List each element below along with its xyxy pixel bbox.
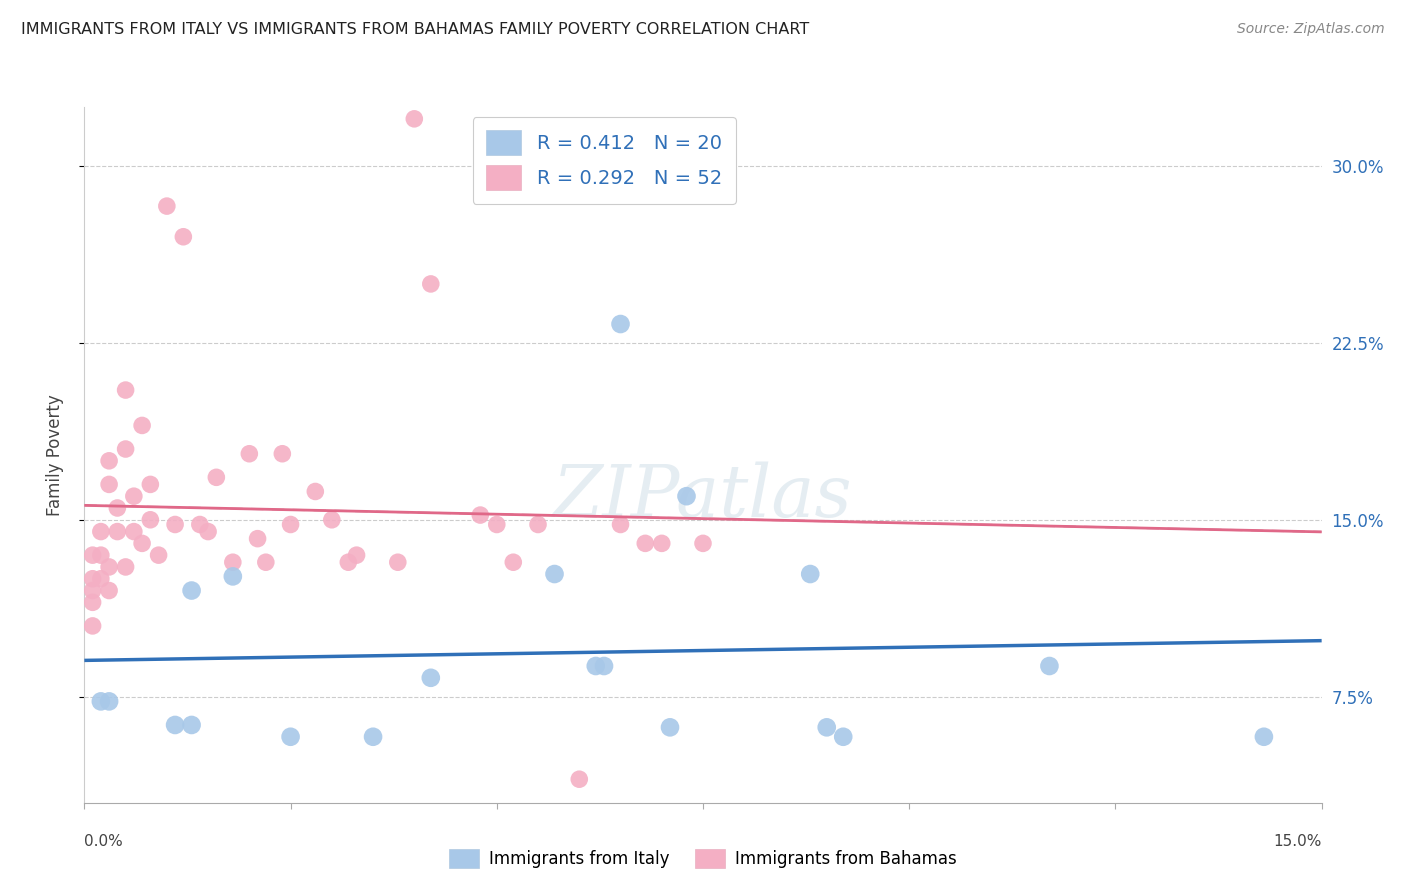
Point <box>156 199 179 213</box>
Point <box>114 442 136 456</box>
Point <box>90 548 112 562</box>
Point <box>502 555 524 569</box>
Point <box>280 517 302 532</box>
Point <box>82 572 104 586</box>
Point <box>90 524 112 539</box>
Point <box>82 583 104 598</box>
Point <box>90 572 112 586</box>
Point <box>122 524 145 539</box>
Point <box>222 569 245 583</box>
Point <box>90 694 112 708</box>
Point <box>98 694 121 708</box>
Point <box>1038 659 1060 673</box>
Point <box>609 317 631 331</box>
Point <box>254 555 277 569</box>
Text: IMMIGRANTS FROM ITALY VS IMMIGRANTS FROM BAHAMAS FAMILY POVERTY CORRELATION CHAR: IMMIGRANTS FROM ITALY VS IMMIGRANTS FROM… <box>21 22 810 37</box>
Point <box>131 418 153 433</box>
Point <box>799 567 821 582</box>
Point <box>82 619 104 633</box>
Point <box>593 659 616 673</box>
Point <box>197 524 219 539</box>
Point <box>361 730 384 744</box>
Point <box>337 555 360 569</box>
Point <box>419 671 441 685</box>
Point <box>222 555 245 569</box>
Point <box>139 477 162 491</box>
Point <box>387 555 409 569</box>
Point <box>651 536 673 550</box>
Text: 0.0%: 0.0% <box>84 834 124 849</box>
Point <box>543 567 565 582</box>
Text: Source: ZipAtlas.com: Source: ZipAtlas.com <box>1237 22 1385 37</box>
Point <box>238 447 260 461</box>
Point <box>485 517 508 532</box>
Point <box>246 532 269 546</box>
Point <box>148 548 170 562</box>
Point <box>304 484 326 499</box>
Point <box>180 583 202 598</box>
Text: 15.0%: 15.0% <box>1274 834 1322 849</box>
Point <box>346 548 368 562</box>
Point <box>82 548 104 562</box>
Point <box>165 517 187 532</box>
Point <box>172 229 194 244</box>
Point <box>692 536 714 550</box>
Point <box>188 517 211 532</box>
Point <box>321 513 343 527</box>
Point <box>98 560 121 574</box>
Point <box>280 730 302 744</box>
Point <box>585 659 607 673</box>
Point <box>180 718 202 732</box>
Point <box>114 560 136 574</box>
Point <box>105 500 128 515</box>
Point <box>271 447 294 461</box>
Point <box>659 720 682 734</box>
Point <box>98 477 121 491</box>
Point <box>98 583 121 598</box>
Legend: Immigrants from Italy, Immigrants from Bahamas: Immigrants from Italy, Immigrants from B… <box>443 842 963 875</box>
Point <box>165 718 187 732</box>
Point <box>122 489 145 503</box>
Legend: R = 0.412   N = 20, R = 0.292   N = 52: R = 0.412 N = 20, R = 0.292 N = 52 <box>472 117 735 203</box>
Point <box>404 112 426 126</box>
Point <box>527 517 550 532</box>
Point <box>131 536 153 550</box>
Point <box>470 508 492 522</box>
Point <box>98 454 121 468</box>
Point <box>815 720 838 734</box>
Point <box>419 277 441 291</box>
Text: ZIPatlas: ZIPatlas <box>553 461 853 532</box>
Point <box>114 383 136 397</box>
Y-axis label: Family Poverty: Family Poverty <box>45 394 63 516</box>
Point <box>139 513 162 527</box>
Point <box>205 470 228 484</box>
Point <box>832 730 855 744</box>
Point <box>675 489 697 503</box>
Point <box>568 772 591 787</box>
Point <box>82 595 104 609</box>
Point <box>105 524 128 539</box>
Point <box>1253 730 1275 744</box>
Point <box>609 517 631 532</box>
Point <box>634 536 657 550</box>
